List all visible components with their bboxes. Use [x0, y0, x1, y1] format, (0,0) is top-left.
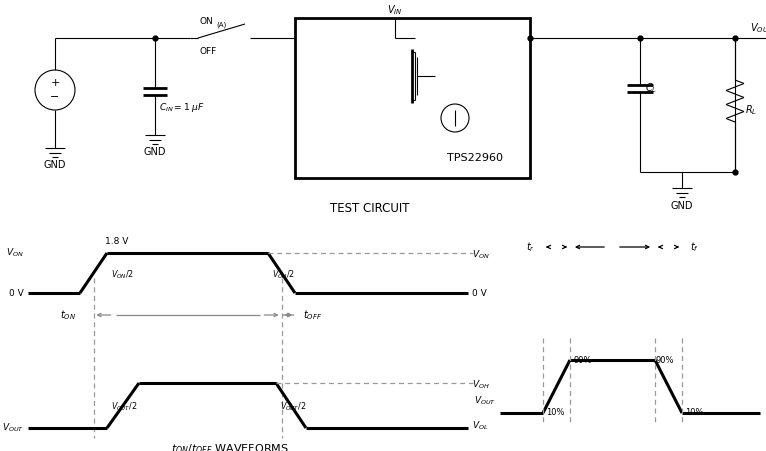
Text: 10%: 10%: [546, 408, 565, 417]
Text: $V_{OUT}/2$: $V_{OUT}/2$: [111, 401, 137, 413]
Text: $V_{ON}/2$: $V_{ON}/2$: [111, 269, 134, 281]
Text: $V_{OUT}$: $V_{OUT}$: [2, 422, 24, 434]
Text: $V_{OUT}$: $V_{OUT}$: [474, 395, 496, 407]
Text: GND: GND: [144, 147, 166, 157]
Text: 90%: 90%: [656, 356, 675, 365]
Text: $C_L$: $C_L$: [645, 81, 657, 95]
Text: 0 V: 0 V: [9, 289, 24, 298]
Text: TPS22960: TPS22960: [447, 153, 503, 163]
Text: GND: GND: [671, 201, 693, 211]
Text: $R_L$: $R_L$: [745, 103, 757, 117]
Text: $t_r$: $t_r$: [526, 240, 535, 254]
Text: $V_{ON}/2$: $V_{ON}/2$: [272, 269, 295, 281]
Text: $V_{IN}$: $V_{IN}$: [388, 3, 403, 17]
Text: 0 V: 0 V: [472, 289, 486, 298]
Text: $V_{ON}$: $V_{ON}$: [472, 249, 489, 261]
Bar: [295, 18, 530, 178]
Text: (A): (A): [216, 22, 226, 28]
Text: 90%: 90%: [573, 356, 591, 365]
Text: 10%: 10%: [685, 408, 703, 417]
Text: $V_{OL}$: $V_{OL}$: [472, 420, 488, 432]
Text: OFF: OFF: [200, 47, 218, 56]
Text: −: −: [51, 92, 60, 102]
Text: $t_{ON}/t_{OFF}$ WAVEFORMS: $t_{ON}/t_{OFF}$ WAVEFORMS: [171, 442, 289, 451]
Text: $C_{IN}=1\ \mu F$: $C_{IN}=1\ \mu F$: [159, 101, 205, 115]
Text: +: +: [51, 78, 60, 88]
Text: $V_{ON}$: $V_{ON}$: [6, 247, 24, 259]
Text: $V_{OUT}/2$: $V_{OUT}/2$: [280, 401, 306, 413]
Text: $t_{OFF}$: $t_{OFF}$: [303, 308, 322, 322]
Text: ON: ON: [200, 18, 214, 27]
Text: $t_{ON}$: $t_{ON}$: [60, 308, 76, 322]
Text: GND: GND: [44, 160, 66, 170]
Text: $V_{OUT}$: $V_{OUT}$: [750, 21, 766, 35]
Text: TEST CIRCUIT: TEST CIRCUIT: [330, 202, 410, 215]
Text: 1.8 V: 1.8 V: [105, 236, 129, 245]
Text: $V_{OH}$: $V_{OH}$: [472, 379, 489, 391]
Text: $t_f$: $t_f$: [690, 240, 699, 254]
